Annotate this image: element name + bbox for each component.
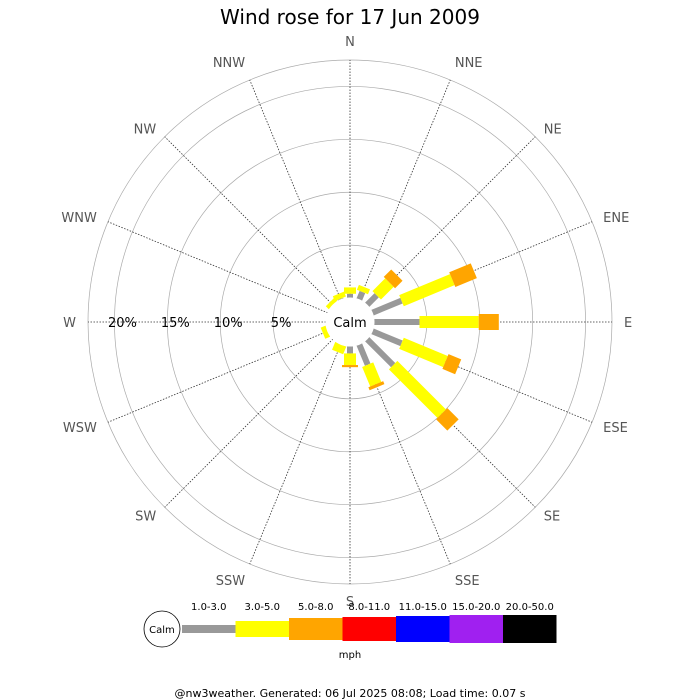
direction-label-wnw: WNW xyxy=(61,211,97,226)
legend-bin-label: 1.0-3.0 xyxy=(191,602,226,613)
direction-label-ene: ENE xyxy=(603,211,629,226)
direction-label-ssw: SSW xyxy=(216,574,246,589)
legend-swatch-0 xyxy=(182,625,236,633)
direction-label-wsw: WSW xyxy=(63,421,97,436)
direction-label-ese: ESE xyxy=(603,421,628,436)
spoke-wsw xyxy=(107,330,328,423)
direction-label-e: E xyxy=(624,316,632,331)
legend-swatch-2 xyxy=(289,618,343,640)
bar-sse-bin-2 xyxy=(368,381,385,391)
legend-bin-label: 11.0-15.0 xyxy=(399,602,447,613)
direction-labels: N NNE NE ENE E ESE SE SSE S SSW SW WSW W WNW NW NNW xyxy=(61,35,632,610)
grid-circle xyxy=(114,86,586,558)
legend-bin-label: 8.0-11.0 xyxy=(348,602,390,613)
bar-nw-bin-1 xyxy=(325,297,338,310)
bar-sse-bin-1 xyxy=(362,362,382,387)
bar-se-bin-0 xyxy=(364,336,396,368)
direction-label-n: N xyxy=(345,35,355,50)
wind-bars xyxy=(320,263,499,431)
legend-swatch-5 xyxy=(449,615,503,643)
legend-calm-label: Calm xyxy=(149,625,175,636)
legend-swatch-3 xyxy=(342,617,396,641)
direction-label-nne: NNE xyxy=(455,56,483,71)
bar-ene-bin-0 xyxy=(371,297,403,316)
legend-calm-circle xyxy=(143,610,181,648)
direction-label-w: W xyxy=(63,316,76,331)
legend-swatch-4 xyxy=(396,616,450,642)
bar-nne-bin-0 xyxy=(356,290,366,301)
bar-ssw-bin-1 xyxy=(332,341,347,355)
bar-se-bin-2 xyxy=(436,408,459,431)
chart-title: Wind rose for 17 Jun 2009 xyxy=(220,5,480,29)
bar-ese-bin-0 xyxy=(371,328,403,347)
bar-ne-bin-0 xyxy=(364,293,379,308)
legend-swatch-6 xyxy=(503,615,557,643)
direction-label-sse: SSE xyxy=(455,574,480,589)
direction-label-sw: SW xyxy=(135,510,156,525)
legend-bin-label: 3.0-5.0 xyxy=(245,602,280,613)
direction-label-s: S xyxy=(346,595,354,610)
calm-label: Calm xyxy=(333,316,366,331)
grid-circle xyxy=(166,138,534,506)
bar-ese-bin-2 xyxy=(442,354,462,375)
calm-circle: Calm xyxy=(325,297,375,347)
bar-nnw-bin-1 xyxy=(332,291,346,302)
radial-tick-label: 20% xyxy=(108,316,137,331)
legend-swatch-1 xyxy=(235,621,289,637)
spoke-wnw xyxy=(107,221,328,314)
radial-tick-label: 15% xyxy=(161,316,190,331)
bar-ene-bin-1 xyxy=(399,274,455,307)
legend-bin-label: 5.0-8.0 xyxy=(298,602,333,613)
direction-label-nnw: NNW xyxy=(213,56,245,71)
spoke-nw xyxy=(164,136,334,306)
bar-nne-bin-1 xyxy=(356,284,370,295)
direction-label-nw: NW xyxy=(134,122,157,137)
bar-ese-bin-1 xyxy=(399,337,448,368)
radial-tick-label: 5% xyxy=(271,316,292,331)
bar-wsw-bin-1 xyxy=(320,325,331,339)
footer-credit: @nw3weather. Generated: 06 Jul 2025 08:0… xyxy=(175,687,526,700)
direction-label-ne: NE xyxy=(544,122,562,137)
speed-legend: Calm 1.0-3.0 3.0-5.0 5.0-8.0 8.0-11.0 11.0-15… xyxy=(143,602,557,648)
spoke-ssw xyxy=(249,344,342,565)
radial-tick-labels: 5% 10% 15% 20% xyxy=(108,316,291,331)
bar-ne-bin-1 xyxy=(372,278,394,300)
bar-sse-bin-0 xyxy=(356,343,371,366)
spoke-nnw xyxy=(249,79,342,300)
bar-se-bin-1 xyxy=(388,360,447,419)
direction-label-se: SE xyxy=(544,510,560,525)
spoke-sw xyxy=(164,338,334,508)
bar-ne-bin-2 xyxy=(383,269,403,289)
legend-bin-label: 15.0-20.0 xyxy=(452,602,500,613)
radial-tick-label: 10% xyxy=(214,316,243,331)
calm-circle-shape xyxy=(325,297,375,347)
legend-bin-label: 20.0-50.0 xyxy=(506,602,554,613)
bar-ene-bin-2 xyxy=(449,263,477,288)
legend-unit: mph xyxy=(339,650,361,661)
spoke-nne xyxy=(358,79,451,300)
